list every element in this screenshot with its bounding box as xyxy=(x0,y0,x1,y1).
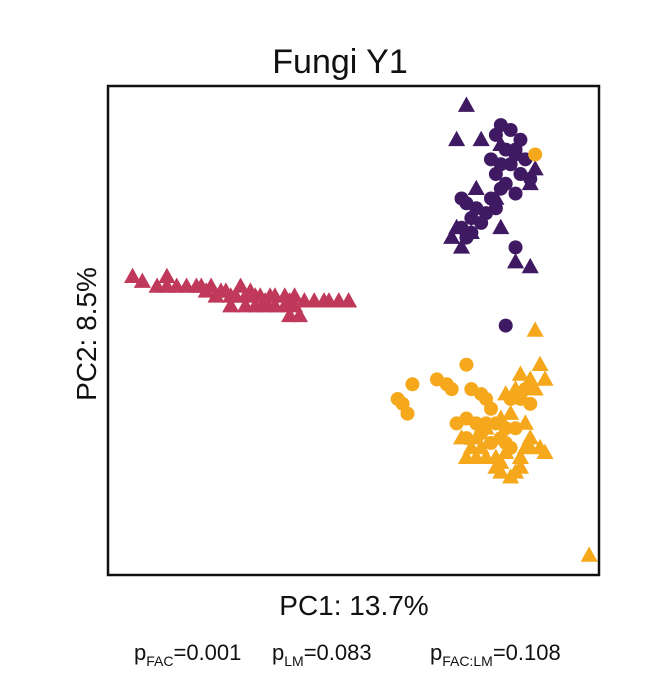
orange-triangles-point-10 xyxy=(516,414,534,430)
p-fac-lm-value: =0.108 xyxy=(492,640,561,665)
p-lm-stat: pLM=0.083 xyxy=(272,640,372,669)
orange-triangles-point-12 xyxy=(477,419,495,435)
orange-circles-point-0 xyxy=(528,147,543,162)
purple-circles-point-29 xyxy=(498,318,513,333)
orange-triangles-point-0 xyxy=(526,321,544,337)
orange-circles-point-28 xyxy=(483,435,498,450)
orange-circles-point-24 xyxy=(449,416,464,431)
purple-triangles-point-0 xyxy=(457,96,475,112)
p-lm-value: =0.083 xyxy=(303,640,372,665)
red-triangles-point-32 xyxy=(340,292,358,308)
purple-triangles-point-2 xyxy=(472,130,490,147)
orange-circles-point-1 xyxy=(459,357,474,372)
orange-triangles-point-13 xyxy=(452,429,471,445)
p-fac-stat: pFAC=0.001 xyxy=(134,640,241,669)
p-fac-symbol: p xyxy=(134,640,147,665)
purple-triangles-point-12 xyxy=(506,253,525,269)
p-lm-symbol: p xyxy=(272,640,285,665)
orange-triangles-point-30 xyxy=(492,463,510,479)
orange-circles-point-19 xyxy=(508,421,523,436)
orange-triangles-point-33 xyxy=(536,443,554,460)
purple-circles-point-14 xyxy=(508,186,523,201)
red-triangles-point-0 xyxy=(158,267,176,284)
plot-frame xyxy=(106,84,601,577)
orange-circles-point-7 xyxy=(405,377,420,392)
purple-circles-point-21 xyxy=(454,191,469,206)
purple-circles-point-1 xyxy=(503,123,518,138)
orange-triangles-point-31 xyxy=(477,448,495,464)
purple-triangles-point-1 xyxy=(448,130,466,147)
purple-triangles-point-14 xyxy=(452,238,471,254)
data-points xyxy=(124,96,598,562)
purple-triangles-point-11 xyxy=(443,228,461,244)
orange-triangles-point-8 xyxy=(502,404,520,420)
purple-triangles-point-3 xyxy=(492,135,510,151)
red-triangles-point-26 xyxy=(286,287,304,303)
purple-triangles-point-6 xyxy=(467,179,485,195)
orange-triangles-point-9 xyxy=(492,409,510,425)
purple-triangles-point-13 xyxy=(521,257,539,274)
orange-triangles-point-1 xyxy=(531,355,549,372)
purple-triangles-point-9 xyxy=(462,223,480,239)
red-triangles-point-2 xyxy=(133,272,151,288)
purple-triangles-point-4 xyxy=(526,160,544,176)
orange-circles-point-8 xyxy=(400,406,415,421)
chart-title: Fungi Y1 xyxy=(272,43,407,81)
red-triangles-point-33 xyxy=(222,297,240,313)
orange-triangles-point-22 xyxy=(497,443,515,460)
orange-triangles-point-19 xyxy=(511,448,529,464)
orange-circles-point-16 xyxy=(523,396,538,411)
p-fac-subscript: FAC xyxy=(146,653,174,669)
orange-triangles-point-27 xyxy=(580,546,598,562)
orange-triangles-point-7 xyxy=(497,385,515,401)
red-triangles-point-1 xyxy=(124,267,142,284)
orange-triangles-point-4 xyxy=(526,380,544,396)
purple-circles-point-24 xyxy=(474,215,489,230)
purple-triangles-point-7 xyxy=(487,189,505,205)
purple-circles-point-10 xyxy=(503,157,518,172)
orange-triangles-point-2 xyxy=(536,370,554,386)
x-axis-label: PC1: 13.7% xyxy=(279,590,428,621)
orange-circles-point-4 xyxy=(444,382,459,397)
y-axis-label: PC2: 8.5% xyxy=(71,267,102,401)
orange-circles-point-3 xyxy=(429,372,444,387)
pca-chart: Fungi Y1 PC1: 13.7% PC2: 8.5% xyxy=(71,43,601,621)
p-fac-value: =0.001 xyxy=(173,640,242,665)
purple-circles-point-8 xyxy=(488,167,503,182)
orange-triangles-point-29 xyxy=(511,458,529,474)
orange-triangles-point-6 xyxy=(506,380,525,396)
p-lm-subscript: LM xyxy=(284,653,304,669)
orange-circles-point-6 xyxy=(390,391,405,406)
orange-triangles-point-32 xyxy=(467,429,485,445)
purple-triangles-point-10 xyxy=(492,218,510,235)
p-fac-lm-symbol: p xyxy=(430,640,443,665)
purple-circles-point-28 xyxy=(508,240,523,255)
red-triangles-point-41 xyxy=(290,306,309,323)
p-fac-lm-subscript: FAC:LM xyxy=(442,653,493,669)
purple-triangles-point-5 xyxy=(521,174,539,191)
orange-circles-point-12 xyxy=(483,401,498,416)
orange-triangles-point-21 xyxy=(502,468,520,484)
p-fac-lm-stat: pFAC:LM=0.108 xyxy=(430,640,561,669)
orange-triangles-point-5 xyxy=(511,365,529,381)
